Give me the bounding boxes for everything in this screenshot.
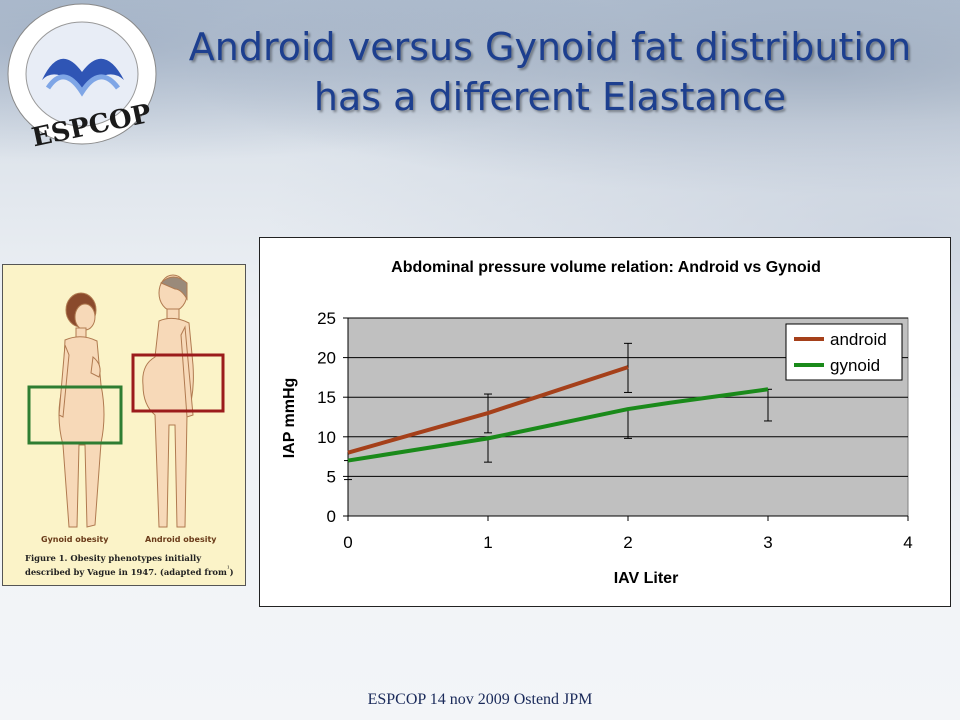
android-figure [142,274,194,528]
title-line-2: has a different Elastance [313,75,787,119]
gynoid-label: Gynoid obesity [41,535,109,544]
y-tick-label-10: 10 [317,428,336,447]
figure-illustration [27,274,225,528]
obesity-phenotype-figure: Gynoid obesity Android obesity Figure 1.… [2,264,246,586]
slide-footer: ESPCOP 14 nov 2009 Ostend JPM [367,691,593,708]
y-tick-label-20: 20 [317,349,336,368]
android-series-line [347,365,629,455]
android-label: Android obesity [145,535,217,544]
title-line-1: Android versus Gynoid fat distribution [188,25,912,69]
y-axis-label: IAP mmHg [281,378,298,459]
y-tick-label-25: 25 [317,309,336,328]
pressure-volume-chart: Abdominal pressure volume relation: Andr… [281,259,913,587]
slide-title: Android versus Gynoid fat distribution h… [140,22,960,122]
figure-caption: Figure 1. Obesity phenotypes initially d… [25,553,240,578]
gynoid-series-line [347,387,769,463]
x-tick-label-4: 4 [903,533,912,552]
legend-label-android: android [830,330,887,349]
x-tick-label-2: 2 [623,533,632,552]
x-tick-label-0: 0 [343,533,352,552]
legend-label-gynoid: gynoid [830,356,880,375]
chart-title: Abdominal pressure volume relation: Andr… [391,259,821,276]
y-tick-label-5: 5 [327,467,336,486]
x-tick-label-1: 1 [483,533,492,552]
espcop-logo: ESPCOP [7,3,157,152]
caption-end: ) [229,566,234,577]
caption-ref: ¹ [226,565,230,573]
x-tick-label-3: 3 [763,533,772,552]
gynoid-fat-box [27,385,123,445]
android-fat-box [131,353,225,413]
caption-text: Figure 1. Obesity phenotypes initially d… [25,553,227,577]
x-axis-label: IAV Liter [614,570,679,587]
gynoid-figure [58,292,105,528]
legend [785,323,903,381]
chart-panel: Abdominal pressure volume relation: Andr… [259,237,951,607]
y-tick-label-15: 15 [317,388,336,407]
y-tick-label-0: 0 [327,507,336,526]
